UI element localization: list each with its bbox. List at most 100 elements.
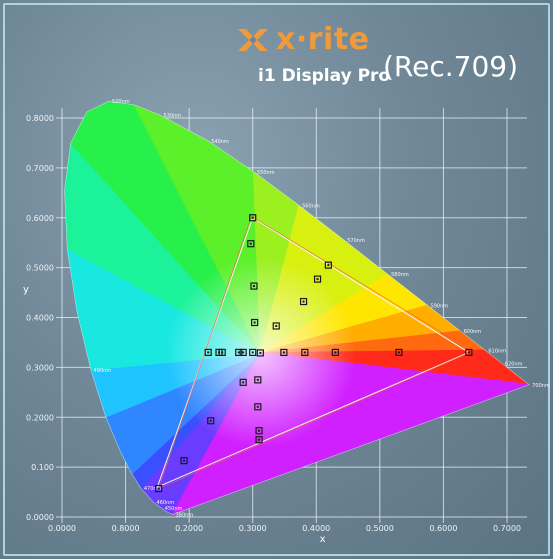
wavelength-label: 700nm — [532, 383, 550, 389]
tick-labels: 0.0000 0.8000 0.2000 0.3000 0.4000 0.5000 0.60… — [23, 114, 521, 545]
x-tick-label: 0.7000 — [493, 524, 521, 533]
measurement-point-dot — [242, 381, 245, 384]
measurement-point — [207, 417, 215, 425]
spectral-locus: 520nm 530nm 540nm 550nm 560nm 570nm 580nm 590nm… — [64, 99, 550, 519]
wavelength-label: 600nm — [464, 329, 482, 335]
measurement-point-dot — [258, 438, 261, 441]
y-axis-label: y — [23, 285, 29, 296]
wavelength-label: 520nm — [112, 99, 130, 105]
wavelength-label: 450nm — [165, 506, 183, 512]
measurement-point-dot — [252, 285, 255, 288]
measurement-point-dot — [316, 278, 319, 281]
y-tick-label: 0.2000 — [26, 413, 54, 422]
x-tick-label: 0.8000 — [112, 524, 140, 533]
measurement-point-dot — [327, 264, 330, 267]
measurement-point-dot — [251, 351, 254, 354]
measurement-point — [218, 348, 226, 357]
x-tick-label: 0.0000 — [48, 524, 76, 533]
x-tick-label: 0.4000 — [302, 524, 330, 533]
measurement-point — [255, 436, 263, 444]
brand-logo: x·rite — [236, 22, 370, 57]
y-tick-label: 0.100 — [31, 463, 54, 472]
locus-outline — [64, 100, 530, 515]
measurement-point — [250, 282, 258, 290]
measurement-point-dot — [157, 487, 160, 490]
wavelength-label: 530nm — [164, 113, 182, 119]
measurement-point — [247, 240, 255, 248]
xrite-logo-icon — [238, 28, 268, 51]
color-standard-label: (Rec.709) — [383, 50, 519, 83]
wavelength-label: 620nm — [505, 361, 523, 367]
x-axis-label: x — [320, 534, 326, 545]
y-tick-label: 0.8000 — [26, 114, 54, 123]
brand-wordmark: x·rite — [276, 22, 370, 57]
measurement-point-dot — [259, 351, 262, 354]
measurement-point-dot — [253, 321, 256, 324]
measurement-point-dot — [209, 419, 212, 422]
measurement-point — [180, 457, 188, 465]
wavelength-label: 550nm — [257, 170, 275, 176]
measurement-point-dot — [251, 216, 254, 219]
wavelength-label: 490nm — [94, 368, 112, 374]
measurement-point — [251, 318, 259, 327]
measurement-point — [331, 348, 339, 357]
x-tick-label: 0.3000 — [239, 524, 267, 533]
wavelength-label: 570nm — [347, 238, 365, 244]
measurement-points — [155, 214, 473, 493]
measurement-point — [255, 427, 263, 435]
measurement-point — [465, 348, 473, 357]
measurement-point-dot — [249, 242, 252, 245]
measurement-point-dot — [303, 351, 306, 354]
measurement-point-dot — [221, 351, 224, 354]
measurement-point — [239, 378, 247, 386]
measurement-point-dot — [256, 378, 259, 381]
measurement-point-dot — [237, 351, 240, 354]
measurement-point — [280, 348, 288, 357]
measurement-point — [395, 348, 403, 357]
measurement-point — [239, 348, 247, 357]
wavelength-label: 580nm — [391, 272, 409, 278]
measurement-point — [301, 348, 309, 357]
measurement-point-dot — [275, 324, 278, 327]
measurement-point-dot — [302, 300, 305, 303]
measurement-point — [249, 348, 257, 357]
y-tick-label: 0.6000 — [26, 214, 54, 223]
y-tick-label: 0.3000 — [26, 363, 54, 372]
y-tick-label: 0.5000 — [26, 264, 54, 273]
measurement-point-dot — [207, 351, 210, 354]
wavelength-label: 470nm — [144, 486, 162, 492]
y-tick-label: 0.4000 — [26, 314, 54, 323]
measurement-point-dot — [397, 351, 400, 354]
measurement-point-dot — [256, 405, 259, 408]
y-tick-label: 0.0000 — [26, 513, 54, 522]
wavelength-label: 380nm — [176, 513, 194, 519]
measurement-point-dot — [242, 351, 245, 354]
measurement-point — [324, 261, 332, 269]
measurement-point — [313, 275, 322, 283]
wavelength-label: 540nm — [211, 139, 229, 145]
measurement-point-dot — [334, 351, 337, 354]
wavelength-label: 560nm — [302, 203, 320, 209]
x-tick-label: 0.2000 — [175, 524, 203, 533]
measurement-point — [256, 349, 264, 357]
wavelength-label: 460nm — [157, 500, 175, 506]
wavelength-label: 590nm — [431, 304, 449, 310]
measurement-point — [299, 297, 308, 306]
measurement-point — [235, 348, 243, 357]
measurement-point — [155, 484, 163, 493]
locus-fill — [64, 101, 530, 515]
measurement-point — [254, 376, 262, 384]
measurement-point-dot — [467, 351, 470, 354]
y-tick-label: 0.7000 — [26, 164, 54, 173]
measurement-point — [272, 322, 280, 330]
measurement-point — [249, 214, 257, 222]
measurement-point-dot — [183, 459, 186, 462]
measurement-point-dot — [282, 351, 285, 354]
wavelength-label: 610nm — [488, 348, 506, 354]
measurement-point — [204, 348, 212, 357]
product-name: i1 Display Pro — [258, 66, 391, 86]
measurement-point — [254, 403, 262, 411]
measurement-point-dot — [258, 429, 261, 432]
x-tick-label: 0.6000 — [429, 524, 457, 533]
